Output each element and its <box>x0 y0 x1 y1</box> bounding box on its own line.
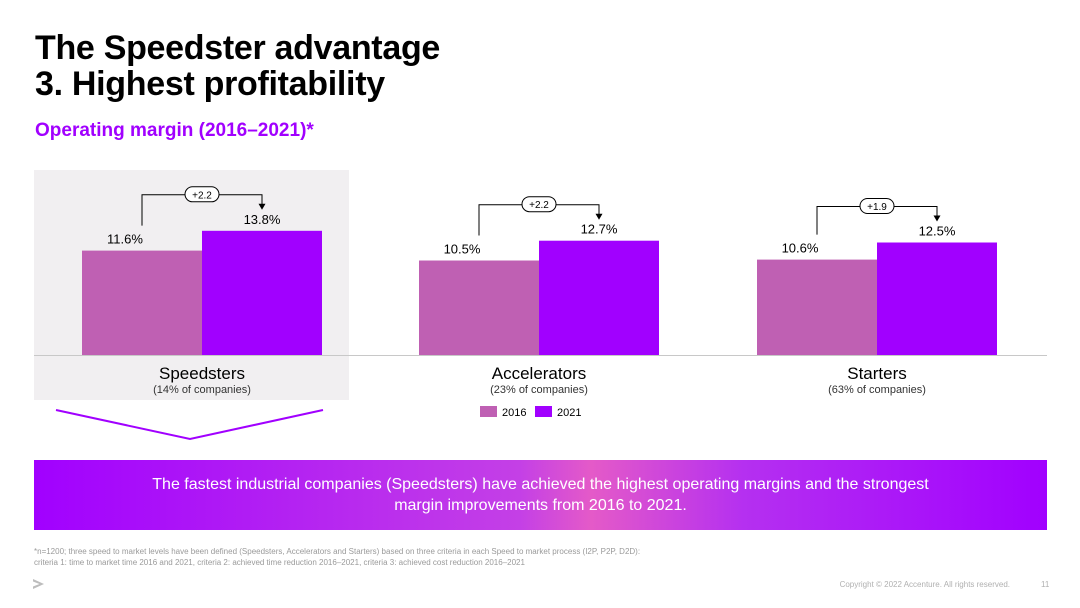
bar-starters-2021 <box>877 242 997 355</box>
legend-swatch-2016 <box>480 406 497 417</box>
legend-label-2021: 2021 <box>557 407 581 419</box>
footnote: *n=1200; three speed to market levels ha… <box>34 546 640 568</box>
data-label-speedsters-2021: 13.8% <box>244 212 281 227</box>
operating-margin-chart: 11.6% 13.8% +2.2 Speedsters(14% of companie… <box>34 170 1047 441</box>
category-label-accelerators: Accelerators <box>492 364 586 383</box>
highlight-chevron <box>55 409 324 441</box>
difference-arrowhead-accelerators <box>595 213 603 220</box>
category-note-accelerators: (23% of companies) <box>490 384 588 396</box>
difference-label-speedsters: +2.2 <box>192 190 212 201</box>
data-label-starters-2021: 12.5% <box>919 224 956 239</box>
footnote-line-1: *n=1200; three speed to market levels ha… <box>34 547 641 556</box>
title-line-2: 3. Highest profitability <box>35 65 385 103</box>
difference-label-accelerators: +2.2 <box>529 200 549 211</box>
copyright-text: Copyright © 2022 Accenture. All rights r… <box>839 580 1010 589</box>
legend-label-2016: 2016 <box>502 407 526 419</box>
legend-swatch-2021 <box>535 406 552 417</box>
key-takeaway-text: The fastest industrial companies (Speeds… <box>152 476 929 514</box>
category-label-speedsters: Speedsters <box>159 364 245 383</box>
key-takeaway-banner: The fastest industrial companies (Speeds… <box>34 460 1047 530</box>
category-note-starters: (63% of companies) <box>828 384 926 396</box>
data-label-accelerators-2016: 10.5% <box>444 242 481 257</box>
difference-pill-starters <box>859 198 895 214</box>
data-label-starters-2016: 10.6% <box>782 241 819 256</box>
bar-accelerators-2016 <box>419 260 539 355</box>
difference-label-starters: +1.9 <box>867 202 887 213</box>
difference-arrowhead-starters <box>933 215 941 222</box>
difference-pill-speedsters <box>184 186 220 203</box>
bar-starters-2016 <box>757 259 877 355</box>
accenture-logo-icon <box>33 579 44 589</box>
data-label-accelerators-2021: 12.7% <box>581 222 618 237</box>
data-label-speedsters-2016: 11.6% <box>107 232 143 247</box>
chart-subtitle: Operating margin (2016–2021)* <box>35 120 314 141</box>
bar-speedsters-2021 <box>202 230 322 355</box>
footnote-line-2: criteria 1: time to market time 2016 and… <box>34 558 525 567</box>
page-number: 11 <box>1041 580 1050 589</box>
difference-pill-accelerators <box>521 196 557 213</box>
difference-arrowhead-speedsters <box>258 203 266 210</box>
category-label-starters: Starters <box>847 364 907 383</box>
title-line-1: The Speedster advantage <box>35 29 441 67</box>
slide-title: The Speedster advantage 3. Highest profi… <box>35 30 440 102</box>
category-note-speedsters: (14% of companies) <box>153 384 251 396</box>
bar-speedsters-2016 <box>82 250 202 355</box>
bar-accelerators-2021 <box>539 240 659 355</box>
